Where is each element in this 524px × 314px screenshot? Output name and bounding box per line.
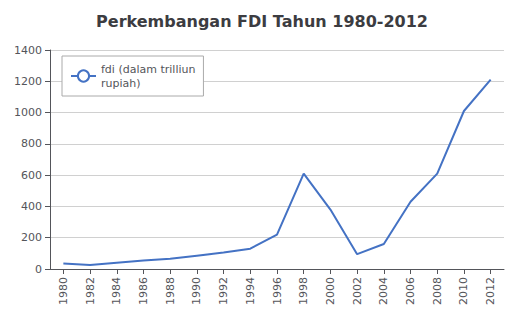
- svg-text:2006: 2006: [404, 277, 417, 305]
- svg-text:2008: 2008: [431, 277, 444, 305]
- svg-text:1984: 1984: [110, 277, 123, 305]
- svg-text:600: 600: [21, 169, 42, 182]
- svg-text:200: 200: [21, 231, 42, 244]
- svg-text:1994: 1994: [244, 277, 257, 305]
- svg-text:1996: 1996: [271, 277, 284, 305]
- svg-text:0: 0: [35, 263, 42, 276]
- svg-text:2004: 2004: [377, 277, 390, 305]
- svg-text:1200: 1200: [14, 75, 42, 88]
- svg-text:1982: 1982: [84, 277, 97, 305]
- svg-text:400: 400: [21, 200, 42, 213]
- svg-text:1990: 1990: [190, 277, 203, 305]
- svg-text:rupiah): rupiah): [101, 77, 141, 90]
- svg-text:1986: 1986: [137, 277, 150, 305]
- svg-text:1992: 1992: [217, 277, 230, 305]
- svg-text:1400: 1400: [14, 44, 42, 57]
- svg-text:2000: 2000: [324, 277, 337, 305]
- svg-text:1988: 1988: [164, 277, 177, 305]
- svg-text:2012: 2012: [484, 277, 497, 305]
- svg-text:1000: 1000: [14, 106, 42, 119]
- svg-text:2010: 2010: [457, 277, 470, 305]
- svg-text:1980: 1980: [57, 277, 70, 305]
- svg-text:fdi (dalam trilliun: fdi (dalam trilliun: [101, 63, 195, 76]
- svg-text:Perkembangan FDI Tahun 1980-20: Perkembangan FDI Tahun 1980-2012: [96, 12, 428, 31]
- svg-text:800: 800: [21, 137, 42, 150]
- svg-text:2002: 2002: [351, 277, 364, 305]
- svg-text:1998: 1998: [297, 277, 310, 305]
